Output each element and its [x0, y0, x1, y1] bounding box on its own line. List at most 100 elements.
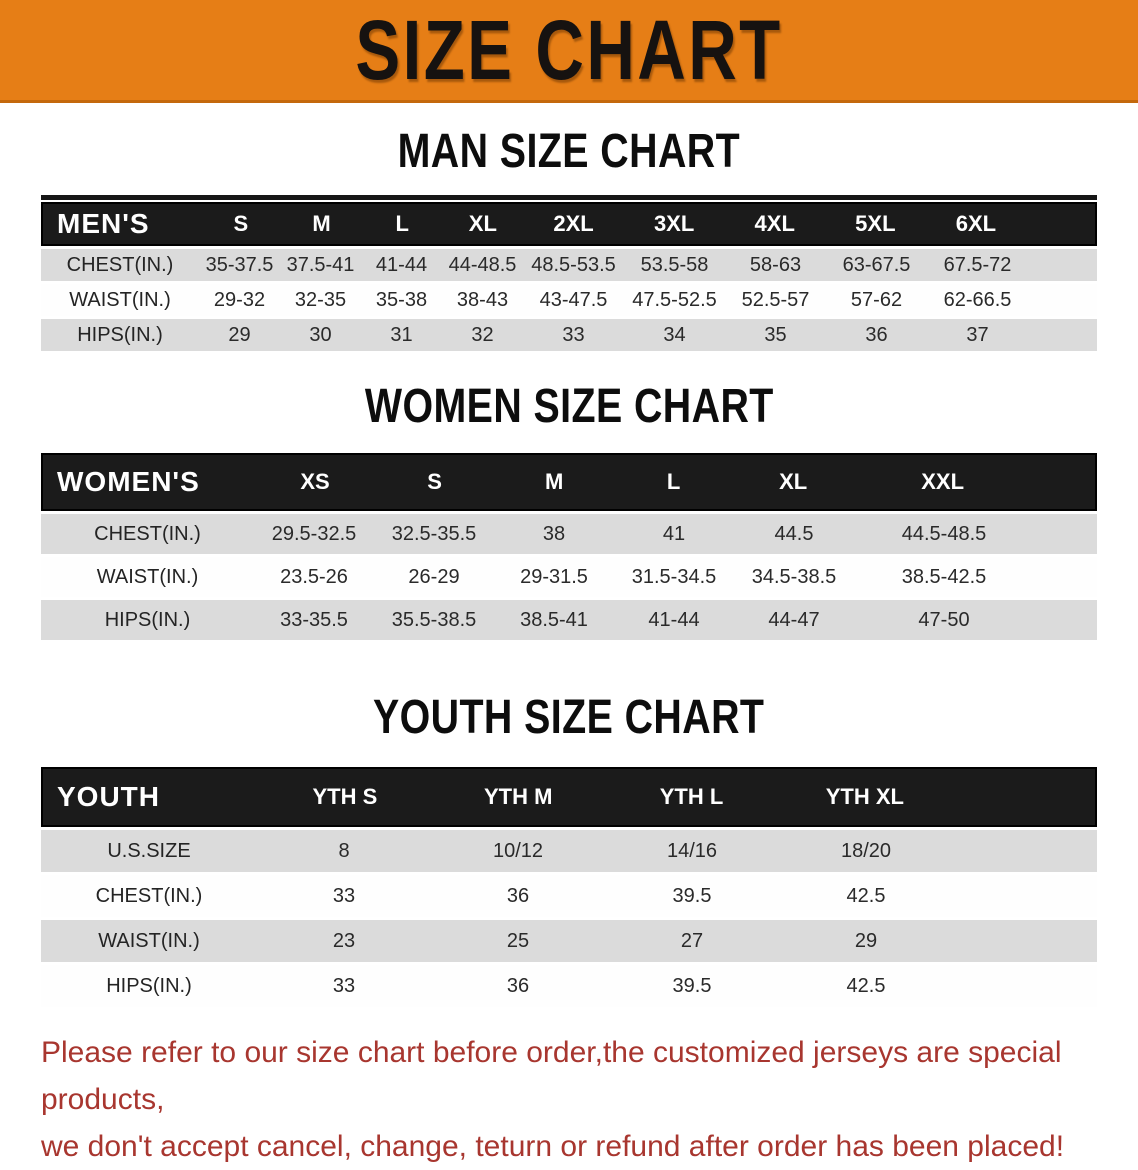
women-table-header-row: WOMEN'S XS S M L XL XXL	[41, 453, 1097, 511]
cell: 29-32	[213, 288, 266, 311]
cell: 36	[865, 323, 888, 346]
cell: 38-43	[456, 288, 509, 311]
table-row: CHEST(IN.) 33 36 39.5 42.5	[41, 875, 1097, 917]
cell: 26-29	[408, 565, 460, 588]
cell: 31	[390, 323, 413, 346]
youth-group-label: YOUTH	[57, 781, 160, 812]
cell: 44.5	[774, 522, 814, 545]
cell: 44-47	[768, 608, 820, 631]
col-header: YTH L	[659, 784, 724, 809]
youth-section-heading-text: YOUTH SIZE CHART	[373, 691, 765, 744]
youth-section-heading: YOUTH SIZE CHART	[0, 694, 1138, 742]
cell: 25	[506, 929, 530, 952]
col-header: L	[395, 211, 409, 236]
cell: 27	[680, 929, 704, 952]
cell: 31.5-34.5	[631, 565, 717, 588]
cell: 38.5-41	[520, 608, 588, 631]
row-label: WAIST(IN.)	[96, 565, 199, 588]
men-section-heading-text: MAN SIZE CHART	[397, 125, 741, 178]
row-label: CHEST(IN.)	[94, 522, 201, 545]
cell: 48.5-53.5	[531, 253, 616, 276]
spacer	[953, 965, 1097, 1007]
col-header: M	[312, 211, 331, 236]
cell: 38.5-42.5	[901, 565, 987, 588]
spacer	[953, 830, 1097, 872]
cell: 18/20	[840, 839, 892, 862]
table-row: CHEST(IN.) 29.5-32.5 32.5-35.5 38 41 44.…	[41, 514, 1097, 554]
col-header: 4XL	[754, 211, 795, 236]
men-group-label: MEN'S	[57, 208, 150, 239]
cell: 63-67.5	[842, 253, 911, 276]
cell: 29-31.5	[520, 565, 588, 588]
spacer	[1028, 284, 1097, 316]
youth-table-header-row: YOUTH YTH S YTH M YTH L YTH XL	[41, 767, 1097, 827]
women-group-label: WOMEN'S	[57, 466, 200, 497]
cell: 37	[966, 323, 989, 346]
spacer	[1034, 600, 1097, 640]
cell: 29	[854, 929, 878, 952]
cell: 10/12	[492, 839, 544, 862]
cell: 41-44	[375, 253, 428, 276]
col-header: 6XL	[955, 211, 997, 236]
cell: 53.5-58	[640, 253, 709, 276]
spacer	[1028, 319, 1097, 351]
cell: 23	[332, 929, 356, 952]
cell: 34	[663, 323, 686, 346]
cell: 34.5-38.5	[751, 565, 837, 588]
men-table-top-border	[41, 195, 1097, 200]
cell: 35-37.5	[205, 253, 274, 276]
cell: 30	[309, 323, 332, 346]
cell: 39.5	[672, 884, 712, 907]
row-label: U.S.SIZE	[107, 839, 191, 862]
table-row: U.S.SIZE 8 10/12 14/16 18/20	[41, 830, 1097, 872]
cell: 44.5-48.5	[901, 522, 987, 545]
table-row: HIPS(IN.) 33-35.5 35.5-38.5 38.5-41 41-4…	[41, 600, 1097, 640]
cell: 35.5-38.5	[391, 608, 477, 631]
spacer	[952, 769, 1095, 825]
cell: 47-50	[918, 608, 970, 631]
col-header: 3XL	[653, 211, 695, 236]
row-label: CHEST(IN.)	[95, 884, 203, 907]
row-label: HIPS(IN.)	[106, 974, 192, 997]
table-row: WAIST(IN.) 23.5-26 26-29 29-31.5 31.5-34…	[41, 557, 1097, 597]
table-row: HIPS(IN.) 33 36 39.5 42.5	[41, 965, 1097, 1007]
spacer	[1034, 514, 1097, 554]
cell: 57-62	[850, 288, 903, 311]
men-table-header-row: MEN'S S M L XL 2XL 3XL 4XL 5XL 6XL	[41, 202, 1097, 246]
cell: 44-48.5	[448, 253, 517, 276]
cell: 32.5-35.5	[391, 522, 477, 545]
cell: 36	[506, 884, 530, 907]
cell: 58-63	[749, 253, 802, 276]
row-label: CHEST(IN.)	[66, 253, 174, 276]
cell: 38	[542, 522, 566, 545]
row-label: WAIST(IN.)	[69, 288, 171, 311]
table-row: WAIST(IN.) 23 25 27 29	[41, 920, 1097, 962]
col-header: YTH M	[483, 784, 553, 809]
cell: 14/16	[666, 839, 718, 862]
col-header: 2XL	[553, 211, 594, 236]
banner-title: SIZE CHART	[355, 3, 783, 97]
cell: 39.5	[672, 974, 712, 997]
col-header: S	[233, 211, 249, 236]
cell: 52.5-57	[741, 288, 810, 311]
col-header: 5XL	[855, 211, 896, 236]
cell: 41	[662, 522, 686, 545]
col-header: XL	[468, 211, 497, 236]
row-label: HIPS(IN.)	[104, 608, 191, 631]
cell: 42.5	[846, 884, 886, 907]
row-label: WAIST(IN.)	[98, 929, 200, 952]
cell: 43-47.5	[539, 288, 608, 311]
cell: 35-38	[375, 288, 428, 311]
cell: 41-44	[648, 608, 700, 631]
cell: 33	[332, 974, 356, 997]
col-header: XL	[779, 469, 808, 494]
cell: 62-66.5	[943, 288, 1012, 311]
disclaimer: Please refer to our size chart before or…	[0, 1029, 1138, 1170]
spacer	[953, 920, 1097, 962]
spacer	[1028, 249, 1097, 281]
cell: 33	[562, 323, 585, 346]
banner: SIZE CHART	[0, 0, 1138, 103]
cell: 33-35.5	[280, 608, 348, 631]
spacer	[1026, 204, 1095, 244]
cell: 29	[228, 323, 251, 346]
